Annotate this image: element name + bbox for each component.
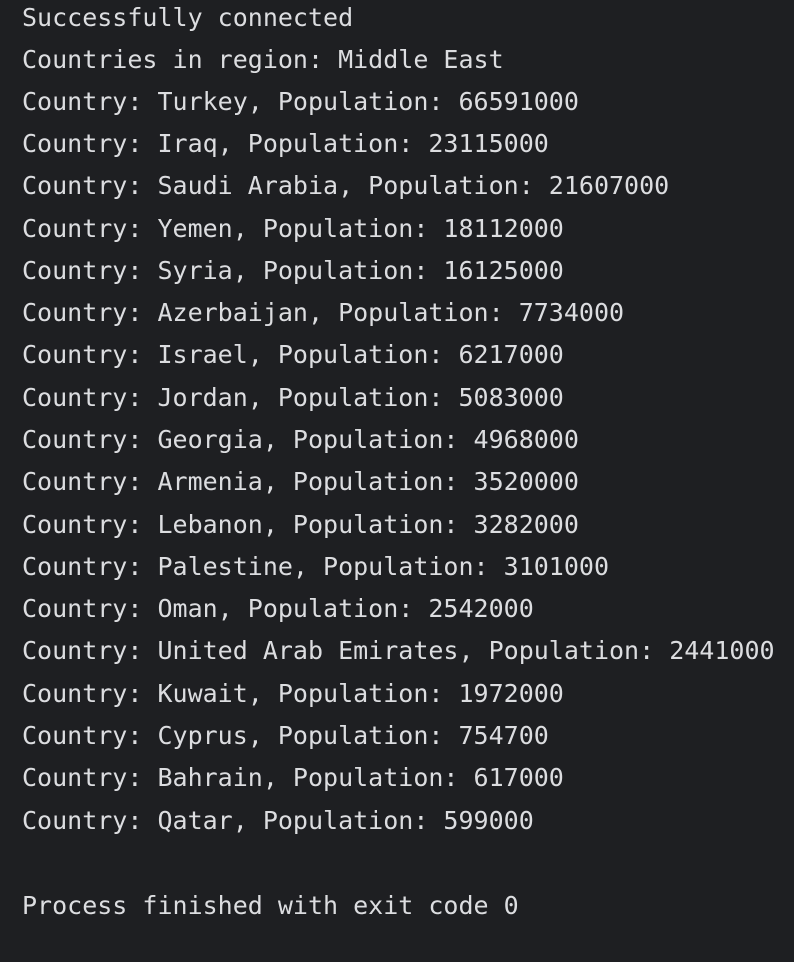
output-line: Country: Syria, Population: 16125000 xyxy=(22,256,564,285)
output-line: Country: Palestine, Population: 3101000 xyxy=(22,552,609,581)
output-line: Country: Turkey, Population: 66591000 xyxy=(22,87,579,116)
output-line: Country: Yemen, Population: 18112000 xyxy=(22,214,564,243)
exit-line: Process finished with exit code 0 xyxy=(22,891,519,920)
output-line: Country: United Arab Emirates, Populatio… xyxy=(22,636,775,665)
output-line: Country: Cyprus, Population: 754700 xyxy=(22,721,549,750)
output-line: Country: Qatar, Population: 599000 xyxy=(22,806,534,835)
output-line: Country: Saudi Arabia, Population: 21607… xyxy=(22,171,670,200)
output-line: Country: Jordan, Population: 5083000 xyxy=(22,383,564,412)
region-line: Countries in region: Middle East xyxy=(22,45,504,74)
output-line: Country: Bahrain, Population: 617000 xyxy=(22,763,564,792)
output-line: Country: Kuwait, Population: 1972000 xyxy=(22,679,564,708)
output-line: Country: Lebanon, Population: 3282000 xyxy=(22,510,579,539)
output-line: Country: Oman, Population: 2542000 xyxy=(22,594,534,623)
output-line: Country: Iraq, Population: 23115000 xyxy=(22,129,549,158)
output-line: Country: Israel, Population: 6217000 xyxy=(22,340,564,369)
output-line: Country: Azerbaijan, Population: 7734000 xyxy=(22,298,625,327)
output-line: Country: Georgia, Population: 4968000 xyxy=(22,425,579,454)
status-line: Successfully connected xyxy=(22,3,354,32)
output-line: Country: Armenia, Population: 3520000 xyxy=(22,467,579,496)
